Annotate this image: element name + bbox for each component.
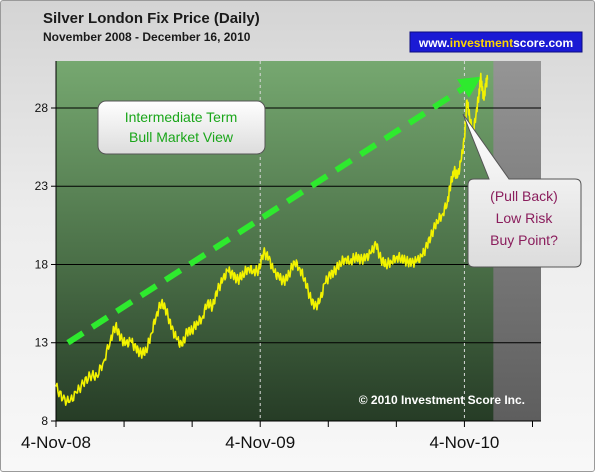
chart-title: Silver London Fix Price (Daily) bbox=[43, 10, 260, 27]
annotation-bull-line-2: Bull Market View bbox=[129, 129, 234, 145]
trend-arrow-layer bbox=[66, 76, 482, 346]
ytick-label-28: 28 bbox=[35, 101, 49, 115]
annotation-bull-market: Intermediate Term Bull Market View bbox=[97, 100, 266, 155]
series-layer bbox=[55, 72, 489, 407]
xtick-label-0: 4-Nov-08 bbox=[21, 433, 91, 452]
copyright-label: © 2010 Investment Score Inc. bbox=[359, 393, 525, 407]
trend-arrow-head bbox=[456, 76, 482, 98]
annotation-pull-line-2: Low Risk bbox=[496, 210, 554, 226]
trend-arrow-line bbox=[66, 86, 465, 346]
website-prefix: www. bbox=[418, 36, 450, 50]
ytick-label-23: 23 bbox=[35, 179, 49, 193]
xtick-label-2: 4-Nov-10 bbox=[429, 433, 499, 452]
ytick-label-8: 8 bbox=[41, 414, 48, 428]
annotation-pull-back: (Pull Back) Low Risk Buy Point? bbox=[462, 113, 582, 268]
chart-subtitle: November 2008 - December 16, 2010 bbox=[43, 30, 251, 44]
website-badge: www.investmentscore.com bbox=[409, 31, 583, 53]
series-line-0 bbox=[55, 72, 489, 407]
website-label: www.investmentscore.com bbox=[418, 36, 573, 50]
annotation-pull-line-3: Buy Point? bbox=[490, 232, 558, 248]
y-axis: 8 13 18 23 28 bbox=[35, 61, 57, 428]
xtick-label-1: 4-Nov-09 bbox=[225, 433, 295, 452]
website-highlight: investment bbox=[450, 36, 513, 50]
annotation-bull-line-1: Intermediate Term bbox=[125, 109, 238, 125]
annotation-pull-line-1: (Pull Back) bbox=[490, 188, 558, 204]
ytick-label-18: 18 bbox=[35, 257, 49, 271]
x-axis: 4-Nov-08 4-Nov-09 4-Nov-10 bbox=[21, 420, 541, 452]
ytick-label-13: 13 bbox=[35, 336, 49, 350]
website-suffix: score.com bbox=[513, 36, 573, 50]
